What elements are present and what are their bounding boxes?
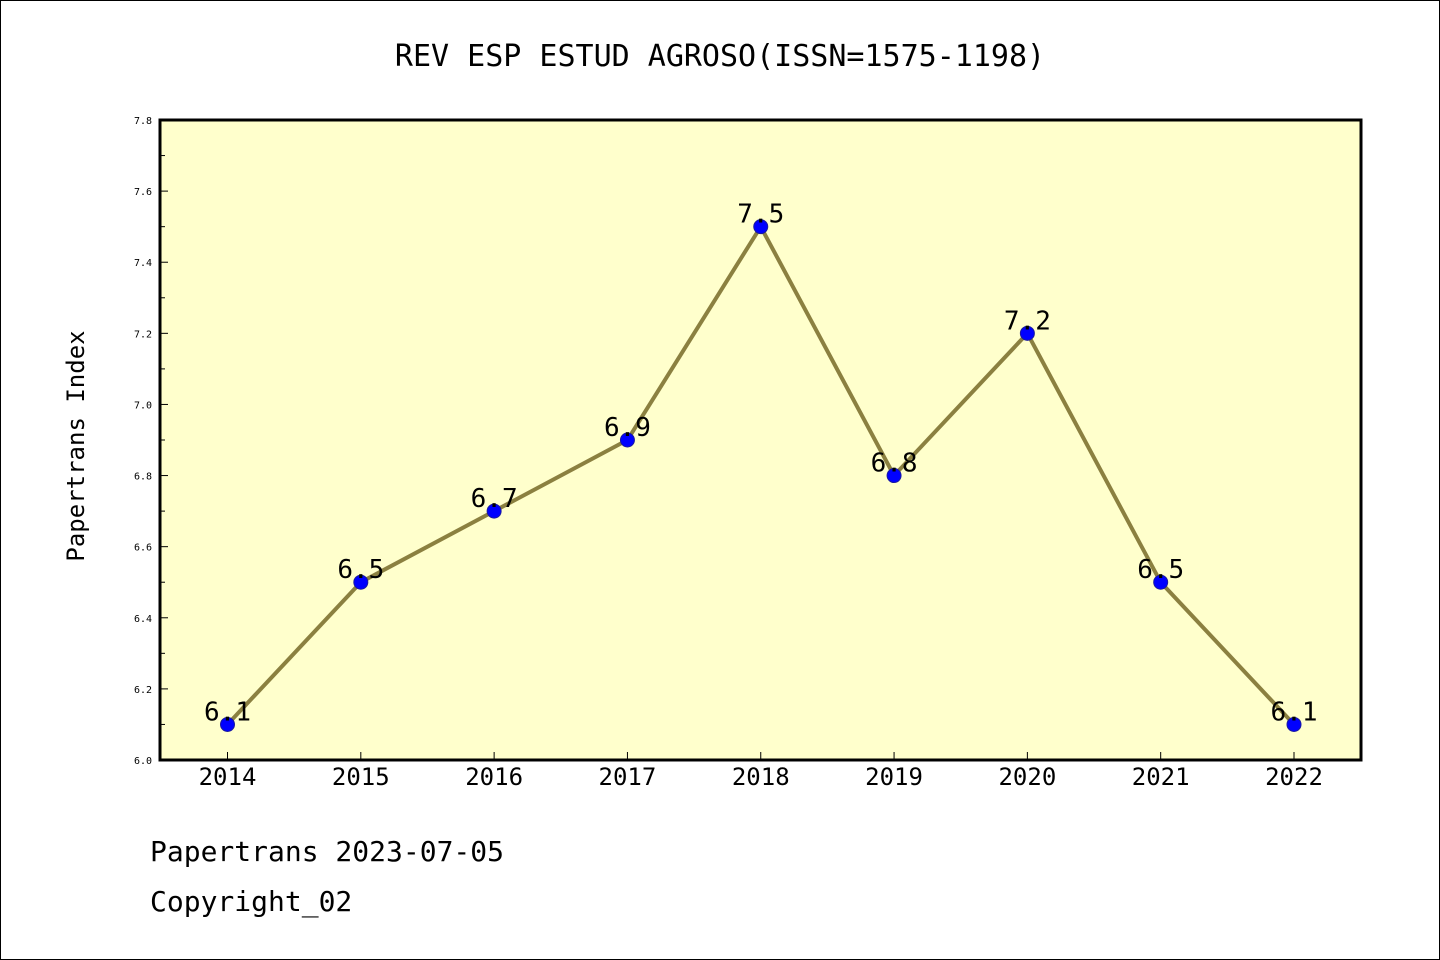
data-label-2017: 6.9 bbox=[604, 413, 651, 443]
x-tick-label: 2021 bbox=[1132, 763, 1190, 791]
axes-layer: 6.0 6.2 6.4 6.6 6.8 7.0 7.2 7.4 7.6 7.8 2014 2015 20… bbox=[134, 116, 1323, 791]
y-tick-label: 6.6 bbox=[134, 543, 152, 554]
x-tick-label: 2014 bbox=[199, 763, 257, 791]
data-label-2021: 6.5 bbox=[1137, 555, 1184, 585]
y-tick-label: 7.2 bbox=[134, 329, 152, 340]
data-point-2022 bbox=[1286, 716, 1302, 732]
chart-title: REV ESP ESTUD AGROSO(ISSN=1575-1198) bbox=[395, 39, 1045, 74]
y-tick-label: 6.4 bbox=[134, 614, 152, 625]
y-tick-label: 6.0 bbox=[134, 756, 152, 767]
y-tick-label: 7.4 bbox=[134, 258, 152, 269]
data-label-2015: 6.5 bbox=[337, 555, 384, 585]
data-point-2020 bbox=[1019, 325, 1035, 341]
x-tick-label: 2017 bbox=[599, 763, 657, 791]
data-label-2019: 6.8 bbox=[871, 449, 918, 479]
data-point-2017 bbox=[619, 432, 635, 448]
footer-copyright-line: Copyright_02 bbox=[150, 885, 353, 918]
data-point-2021 bbox=[1153, 574, 1169, 590]
data-label-2014: 6.1 bbox=[204, 697, 251, 727]
x-tick-label: 2019 bbox=[865, 763, 923, 791]
data-point-2019 bbox=[886, 468, 902, 484]
y-tick-label: 7.8 bbox=[134, 116, 152, 127]
data-point-2018 bbox=[753, 219, 769, 235]
y-axis-label: Papertrans Index bbox=[62, 330, 90, 561]
y-tick-label: 6.2 bbox=[134, 685, 152, 696]
data-point-2014 bbox=[220, 716, 235, 732]
footer-date-line: Papertrans 2023-07-05 bbox=[150, 835, 505, 868]
y-tick-label: 7.0 bbox=[134, 400, 152, 411]
data-label-2016: 6.7 bbox=[471, 484, 518, 514]
series-layer: 6.1 6.5 6.7 6.9 7.5 6.8 7.2 6.5 6.1 bbox=[204, 200, 1317, 732]
data-label-2022: 6.1 bbox=[1271, 697, 1318, 727]
x-tick-label: 2015 bbox=[332, 763, 390, 791]
x-tick-label: 2022 bbox=[1265, 763, 1323, 791]
y-tick-label: 7.6 bbox=[134, 187, 152, 198]
data-point-2016 bbox=[486, 503, 502, 519]
data-label-2018: 7.5 bbox=[737, 200, 784, 230]
data-point-2015 bbox=[353, 574, 369, 590]
y-tick-label: 6.8 bbox=[134, 472, 152, 483]
x-tick-label: 2020 bbox=[998, 763, 1056, 791]
x-tick-label: 2018 bbox=[732, 763, 790, 791]
x-tick-label: 2016 bbox=[465, 763, 523, 791]
data-label-2020: 7.2 bbox=[1004, 306, 1051, 336]
